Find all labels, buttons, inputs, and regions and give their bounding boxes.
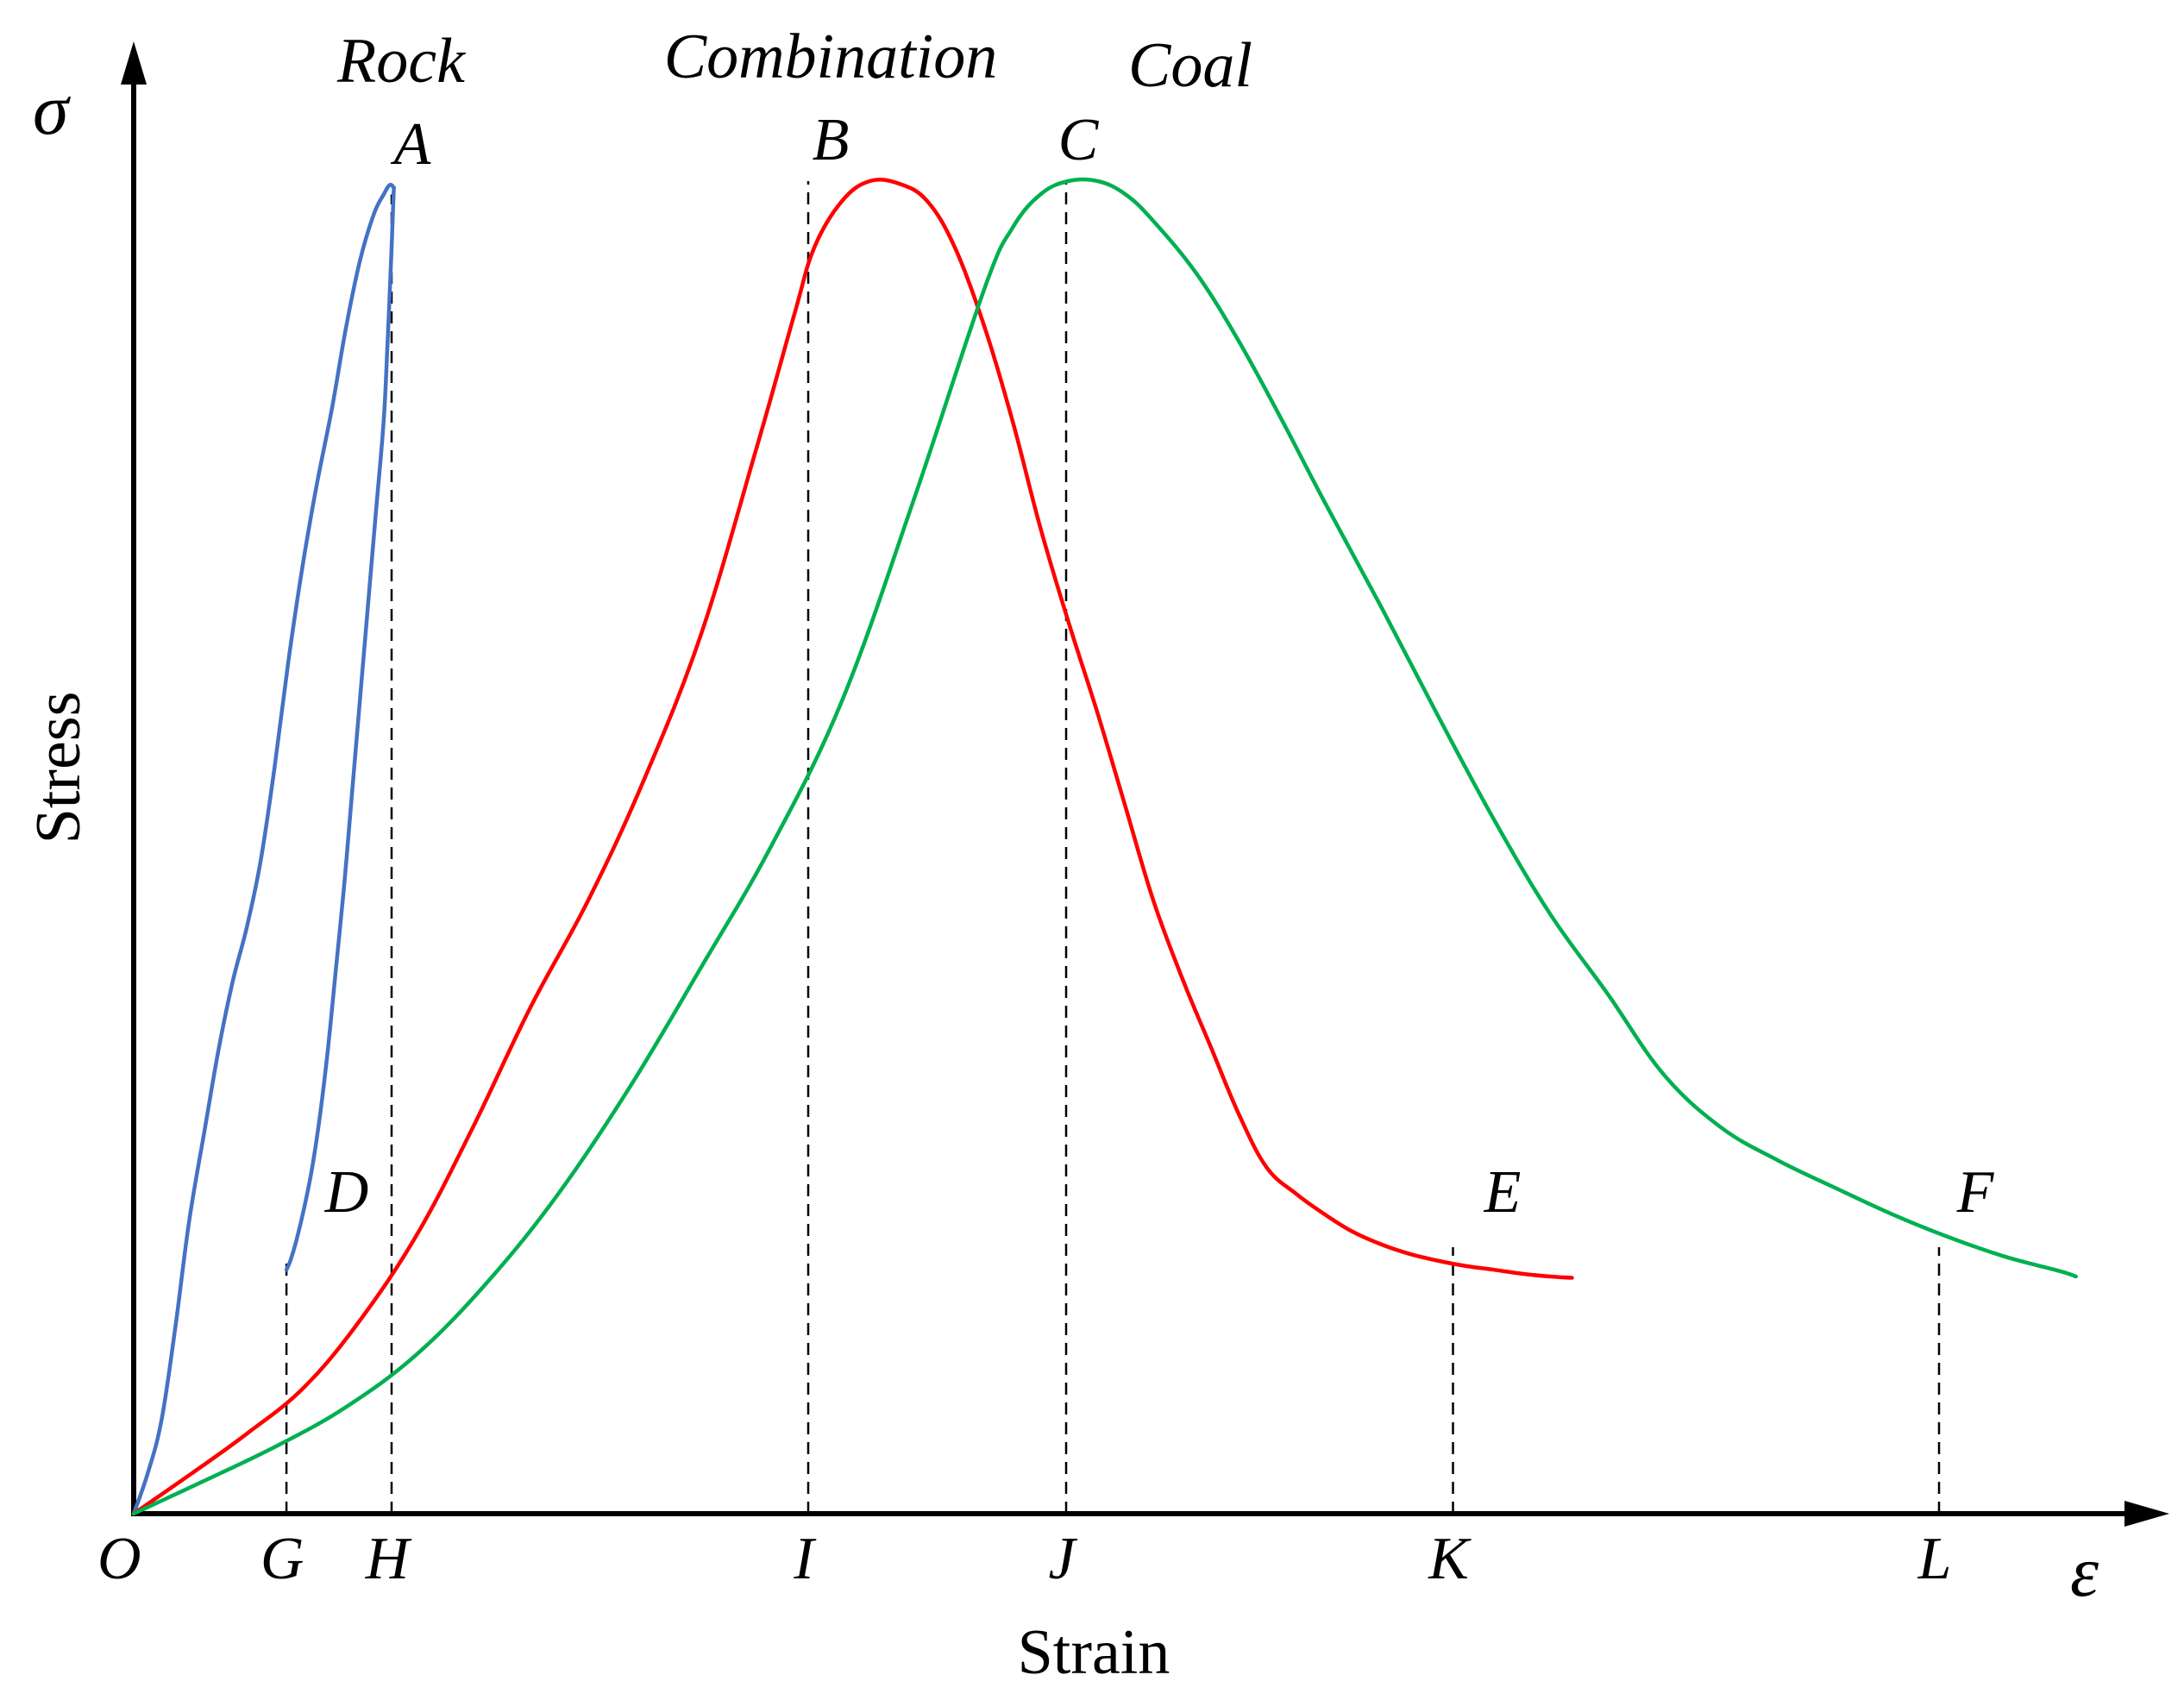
x-marker-label-j: J	[1048, 1526, 1077, 1592]
x-marker-label-h: H	[365, 1526, 412, 1592]
end-label-d: D	[324, 1159, 369, 1226]
x-axis-title: Strain	[1018, 1617, 1170, 1688]
series-title-coal: Coal	[1128, 30, 1252, 101]
series-title-rock: Rock	[336, 26, 466, 97]
end-label-f: F	[1956, 1159, 1995, 1226]
x-marker-label-k: K	[1428, 1526, 1472, 1592]
peak-label-b: B	[813, 107, 850, 173]
guide-lines	[285, 181, 1941, 1514]
rock-curve	[131, 182, 397, 1516]
combination-curve	[131, 178, 1574, 1516]
x-marker-label-i: I	[793, 1526, 817, 1592]
end-label-e: E	[1484, 1159, 1522, 1226]
x-marker-label-g: G	[260, 1526, 304, 1592]
series-title-combination: Combination	[664, 22, 997, 92]
origin-label: O	[97, 1526, 141, 1592]
peak-label-a: A	[391, 111, 431, 178]
y-axis-arrowhead	[121, 41, 147, 85]
coal-curve	[131, 177, 2078, 1516]
x-marker-label-l: L	[1917, 1526, 1952, 1592]
x-axis-symbol: ε	[2070, 1532, 2099, 1612]
x-axis-arrowhead	[2124, 1501, 2169, 1527]
y-axis-symbol: σ	[33, 70, 72, 150]
peak-label-c: C	[1058, 107, 1100, 173]
y-axis-title: Stress	[23, 692, 94, 844]
